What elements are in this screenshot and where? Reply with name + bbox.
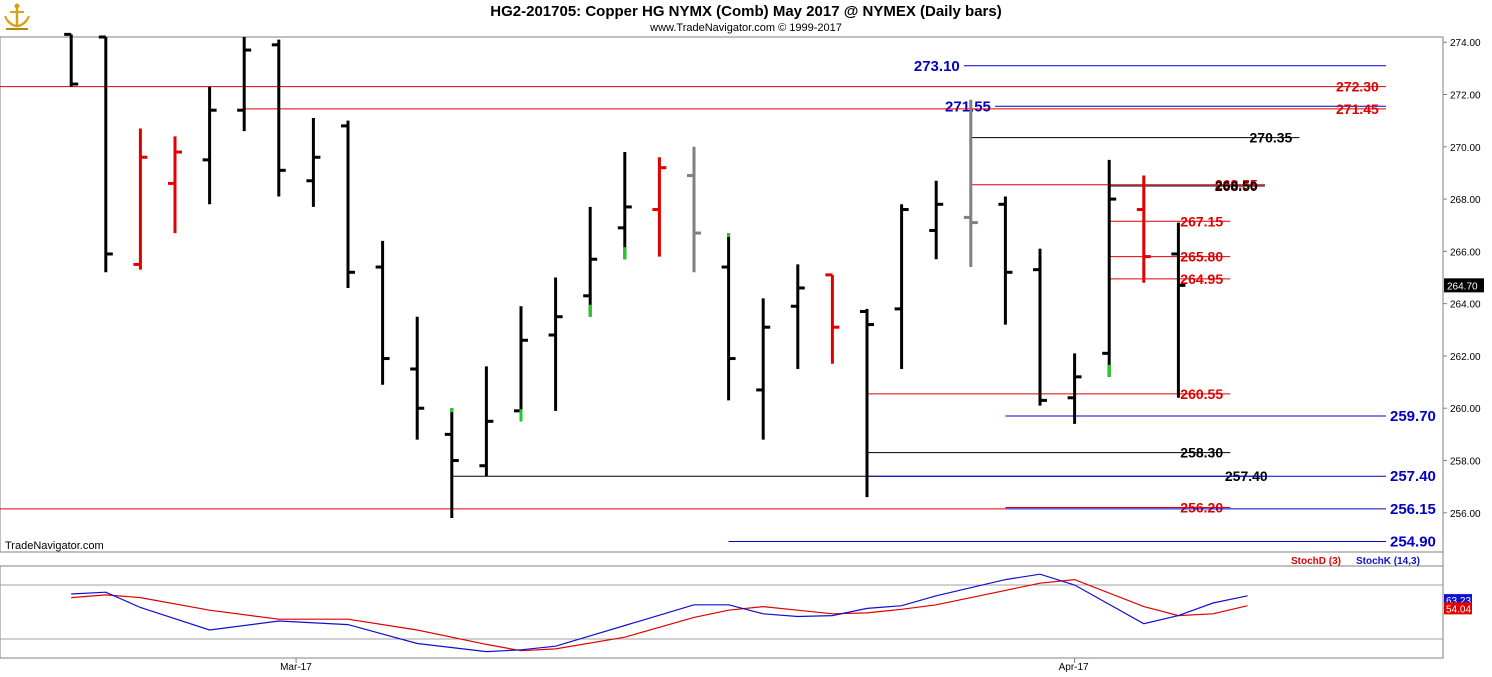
x-tick-label: Mar-17: [280, 662, 312, 673]
ohlc-bar: [514, 306, 528, 422]
levels-layer: 273.10 272.30 271.55 271.45 270.35 268.55268.…: [0, 58, 1436, 551]
stoch-d-badge: [1444, 602, 1472, 615]
y-tick-label: 256.00: [1450, 509, 1481, 520]
ohlc-bar: [1102, 159, 1117, 377]
level-label: 272.30: [1336, 79, 1379, 95]
ohlc-bar: [687, 146, 701, 273]
ohlc-bar: [341, 120, 355, 288]
ohlc-bar: [617, 152, 632, 260]
level-label: 271.45: [1336, 101, 1379, 117]
ohlc-bar: [998, 196, 1013, 325]
bars-layer: [64, 32, 1186, 519]
ohlc-bar: [860, 308, 874, 498]
y-tick-label: 272.00: [1450, 91, 1481, 102]
level-label: 260.55: [1180, 386, 1223, 402]
y-tick-label: 266.00: [1450, 247, 1481, 258]
level-label: 268.50: [1215, 178, 1258, 194]
y-tick-label: 270.00: [1450, 143, 1481, 154]
legend-stoch-d: StochD (3): [1291, 556, 1341, 567]
y-tick-label: 258.00: [1450, 457, 1481, 468]
level-label: 259.70: [1390, 408, 1436, 425]
ohlc-bar: [1033, 248, 1047, 406]
level-label: 256.15: [1390, 501, 1436, 518]
ohlc-bar: [1136, 175, 1151, 283]
ohlc-bar: [168, 136, 182, 234]
ohlc-bar: [271, 39, 286, 197]
level-label: 265.80: [1180, 249, 1223, 265]
level-label: 270.35: [1250, 130, 1293, 146]
ohlc-bar: [479, 366, 494, 477]
ohlc-bar: [306, 118, 321, 207]
watermark: TradeNavigator.com: [5, 540, 104, 552]
y-tick-label: 268.00: [1450, 195, 1481, 206]
level-label: 273.10: [914, 58, 960, 75]
level-label: 256.20: [1180, 500, 1223, 516]
chart-title: HG2-201705: Copper HG NYMX (Comb) May 20…: [490, 3, 1002, 20]
x-tick-label: Apr-17: [1059, 662, 1089, 673]
ohlc-bar: [133, 128, 148, 270]
ohlc-bar: [721, 233, 736, 401]
y-tick-label: 260.00: [1450, 404, 1481, 415]
stoch-k-value: 63.23: [1446, 596, 1471, 607]
ohlc-bar: [375, 240, 390, 385]
ohlc-bar: [202, 86, 217, 205]
ohlc-bar: [825, 273, 840, 364]
current-price-badge: [1444, 278, 1484, 293]
current-price-label: 264.70: [1447, 281, 1478, 292]
ohlc-bar: [929, 180, 944, 260]
ohlc-bar: [790, 264, 805, 370]
stoch-d-value: 54.04: [1446, 604, 1471, 615]
level-label: 258.30: [1180, 445, 1223, 461]
ohlc-bar: [894, 204, 909, 370]
stoch-k-line: [71, 573, 1248, 653]
level-label: 267.15: [1180, 213, 1223, 229]
level-label: 257.40: [1390, 468, 1436, 485]
ohlc-bar: [1067, 353, 1082, 424]
chart-subtitle: www.TradeNavigator.com © 1999-2017: [650, 22, 842, 34]
level-label: 268.55: [1215, 177, 1258, 193]
y-tick-label: 262.00: [1450, 352, 1481, 363]
ohlc-bar: [98, 35, 113, 273]
y-tick-label: 274.00: [1450, 38, 1481, 49]
ohlc-bar: [237, 37, 252, 132]
ohlc-bar: [410, 316, 425, 440]
ohlc-bar: [963, 99, 978, 268]
ohlc-bar: [548, 277, 563, 411]
ohlc-bar: [756, 298, 771, 440]
level-label: 264.95: [1180, 271, 1223, 287]
stoch-d-line: [71, 578, 1248, 652]
x-axis: Mar-17 Apr-17: [280, 658, 1089, 673]
level-label: 254.90: [1390, 534, 1436, 551]
ohlc-bar: [64, 32, 79, 87]
level-label: 271.55: [945, 98, 991, 115]
ohlc-bar: [583, 206, 598, 317]
y-axis: 256.00 258.00 260.00 262.00 264.00 266.00 268.…: [1443, 38, 1484, 520]
ohlc-bar: [444, 408, 459, 519]
ohlc-bar: [1171, 222, 1186, 398]
y-tick-label: 264.00: [1450, 300, 1481, 311]
trade-navigator-logo-icon: [4, 2, 30, 32]
ohlc-bar: [652, 157, 667, 257]
legend-stoch-k: StochK (14,3): [1356, 556, 1420, 567]
